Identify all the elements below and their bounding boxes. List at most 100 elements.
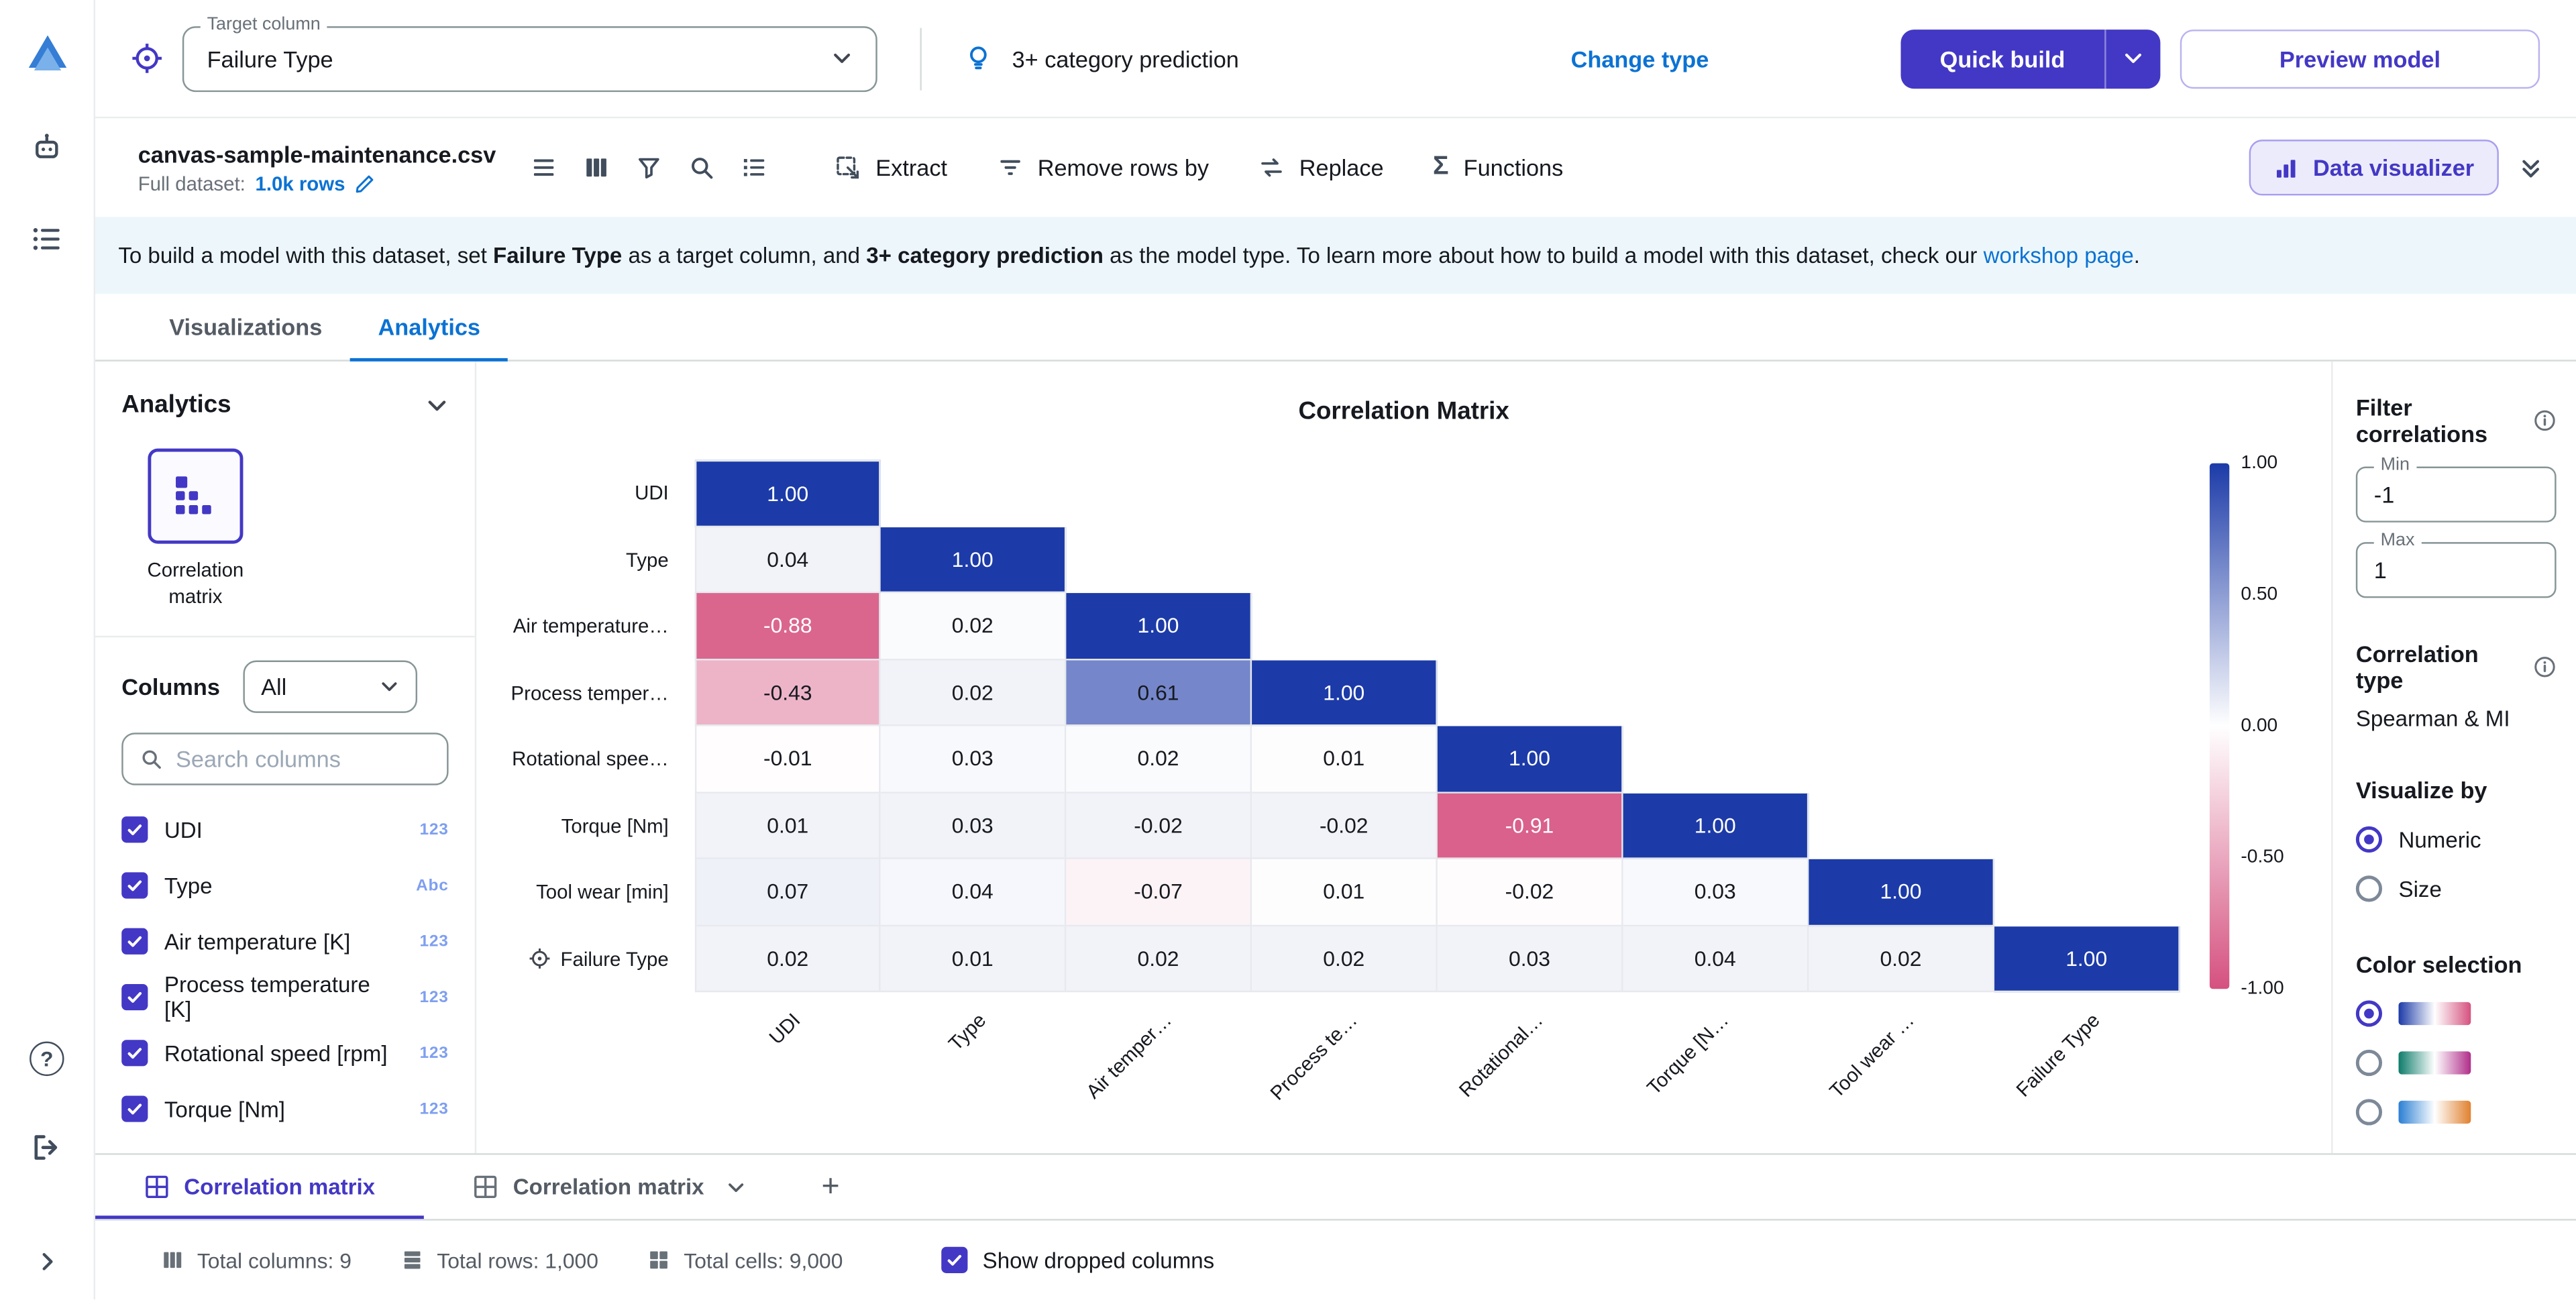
column-list-item[interactable]: Type Abc <box>121 858 448 914</box>
tab-visualizations[interactable]: Visualizations <box>169 313 323 340</box>
sheet-tab-correlation-matrix-2[interactable]: Correlation matrix <box>425 1155 795 1220</box>
column-list-item[interactable]: Air temperature [K] 123 <box>121 914 448 970</box>
heatmap-cell[interactable]: -0.88 <box>694 593 881 660</box>
target-column-select[interactable]: Target column Failure Type <box>182 13 877 91</box>
heatmap-cell[interactable]: -0.43 <box>694 659 881 726</box>
models-nav-icon[interactable] <box>22 121 71 170</box>
min-correlation-input[interactable]: Min -1 <box>2355 455 2557 523</box>
heatmap-cell[interactable]: -0.02 <box>1252 792 1438 859</box>
heatmap-cell[interactable]: 1.00 <box>694 459 881 527</box>
heatmap-cell[interactable]: 0.03 <box>1623 859 1809 926</box>
heatmap-cell[interactable]: 0.04 <box>1623 926 1809 993</box>
logout-icon[interactable] <box>22 1122 71 1171</box>
heatmap-cell[interactable]: 0.02 <box>1066 926 1252 993</box>
heatmap-cell[interactable]: 0.03 <box>880 726 1067 793</box>
columns-filter-select[interactable]: All <box>243 661 417 714</box>
heatmap-cell[interactable]: 0.01 <box>1252 726 1438 793</box>
heatmap-cell[interactable]: -0.91 <box>1437 792 1623 859</box>
collapse-chevron-icon[interactable] <box>2518 155 2543 180</box>
heatmap-cell[interactable]: 1.00 <box>1252 659 1438 726</box>
info-icon[interactable] <box>2533 409 2556 432</box>
heatmap-cell[interactable]: 0.02 <box>1809 926 1995 993</box>
heatmap-cell[interactable]: 1.00 <box>1623 792 1809 859</box>
list-view-icon[interactable] <box>519 143 568 192</box>
color-selection-option[interactable] <box>2355 1049 2557 1077</box>
max-correlation-input[interactable]: Max 1 <box>2355 531 2557 598</box>
filter-icon[interactable] <box>625 143 674 192</box>
heatmap-cell[interactable]: -0.02 <box>1066 792 1252 859</box>
search-icon[interactable] <box>677 143 726 192</box>
radio-icon[interactable] <box>2355 1049 2383 1077</box>
heatmap-cell[interactable]: 1.00 <box>1994 926 2180 993</box>
checkbox-checked-icon[interactable] <box>941 1246 968 1273</box>
column-list-item[interactable]: UDI 123 <box>121 802 448 858</box>
checkbox-checked-icon[interactable] <box>121 984 148 1012</box>
heatmap-cell[interactable]: 0.03 <box>1437 926 1623 993</box>
data-visualizer-button[interactable]: Data visualizer <box>2249 140 2499 196</box>
preview-model-button[interactable]: Preview model <box>2180 28 2540 89</box>
heatmap-cell[interactable]: 0.61 <box>1066 659 1252 726</box>
radio-icon[interactable] <box>2355 875 2383 902</box>
heatmap-cell[interactable]: 1.00 <box>1066 593 1252 660</box>
heatmap-cell[interactable]: 0.02 <box>880 593 1067 660</box>
expand-rail-chevron-icon[interactable] <box>22 1237 71 1286</box>
heatmap-cell[interactable]: 0.03 <box>880 792 1067 859</box>
workshop-page-link[interactable]: workshop page <box>1983 243 2134 268</box>
heatmap-cell[interactable]: 1.00 <box>880 526 1067 594</box>
chevron-down-icon[interactable] <box>425 394 448 417</box>
color-selection-option[interactable] <box>2355 1000 2557 1027</box>
heatmap-cell[interactable]: 0.02 <box>1066 726 1252 793</box>
heatmap-cell[interactable]: 0.01 <box>1252 859 1438 926</box>
column-list-item[interactable]: Process temperature [K] 123 <box>121 970 448 1026</box>
change-type-link[interactable]: Change type <box>1570 45 1709 72</box>
column-view-icon[interactable] <box>572 143 621 192</box>
heatmap-cell[interactable]: 0.04 <box>880 859 1067 926</box>
show-dropped-columns-checkbox[interactable]: Show dropped columns <box>941 1246 1214 1273</box>
radio-icon[interactable] <box>2355 1099 2383 1126</box>
chevron-down-icon[interactable] <box>725 1177 745 1197</box>
datasets-nav-icon[interactable] <box>22 213 71 262</box>
heatmap-cell[interactable]: 0.01 <box>694 792 881 859</box>
heatmap-cell[interactable]: 1.00 <box>1809 859 1995 926</box>
extract-button[interactable]: Extract <box>815 140 967 195</box>
heatmap-cell[interactable]: 1.00 <box>1437 726 1623 793</box>
info-icon[interactable] <box>2533 655 2556 678</box>
replace-button[interactable]: Replace <box>1238 140 1403 195</box>
quick-build-button[interactable]: Quick build <box>1900 28 2161 89</box>
checkbox-checked-icon[interactable] <box>121 873 148 900</box>
column-list-item[interactable]: Rotational speed [rpm] 123 <box>121 1026 448 1081</box>
numbered-list-icon[interactable] <box>729 143 778 192</box>
color-selection-option[interactable] <box>2355 1099 2557 1126</box>
visualize-by-option[interactable]: Numeric <box>2355 826 2557 853</box>
heatmap-cell[interactable]: 0.04 <box>694 526 881 594</box>
add-sheet-button[interactable]: + <box>794 1155 867 1220</box>
sheet-tab-correlation-matrix[interactable]: Correlation matrix <box>95 1155 425 1220</box>
app-logo[interactable] <box>22 30 71 78</box>
radio-icon[interactable] <box>2355 1000 2383 1027</box>
quick-build-caret-icon[interactable] <box>2104 28 2160 89</box>
visualize-by-option[interactable]: Size <box>2355 875 2557 902</box>
heatmap-cell[interactable]: 0.02 <box>880 659 1067 726</box>
heatmap-cell[interactable]: -0.02 <box>1437 859 1623 926</box>
correlation-matrix-card[interactable] <box>148 448 244 544</box>
edit-icon[interactable] <box>355 172 376 194</box>
heatmap-cell[interactable]: 0.07 <box>694 859 881 926</box>
heatmap-cell[interactable]: -0.07 <box>1066 859 1252 926</box>
remove-rows-by-button[interactable]: Remove rows by <box>977 140 1228 195</box>
checkbox-checked-icon[interactable] <box>121 1096 148 1123</box>
heatmap-cell[interactable]: 0.02 <box>694 926 881 993</box>
tab-analytics[interactable]: Analytics <box>350 294 509 362</box>
heatmap-cell[interactable]: -0.01 <box>694 726 881 793</box>
checkbox-checked-icon[interactable] <box>121 928 148 955</box>
search-columns-input[interactable]: Search columns <box>121 733 449 786</box>
quick-build-label[interactable]: Quick build <box>1939 45 2065 72</box>
rows-count-link[interactable]: 1.0k rows <box>255 171 345 195</box>
checkbox-checked-icon[interactable] <box>121 817 148 844</box>
heatmap-cell[interactable]: 0.02 <box>1252 926 1438 993</box>
help-icon[interactable]: ? <box>22 1033 71 1082</box>
checkbox-checked-icon[interactable] <box>121 1040 148 1067</box>
column-list-item[interactable]: Torque [Nm] 123 <box>121 1081 448 1137</box>
functions-button[interactable]: Σ Functions <box>1413 140 1583 195</box>
radio-icon[interactable] <box>2355 826 2383 853</box>
heatmap-cell[interactable]: 0.01 <box>880 926 1067 993</box>
